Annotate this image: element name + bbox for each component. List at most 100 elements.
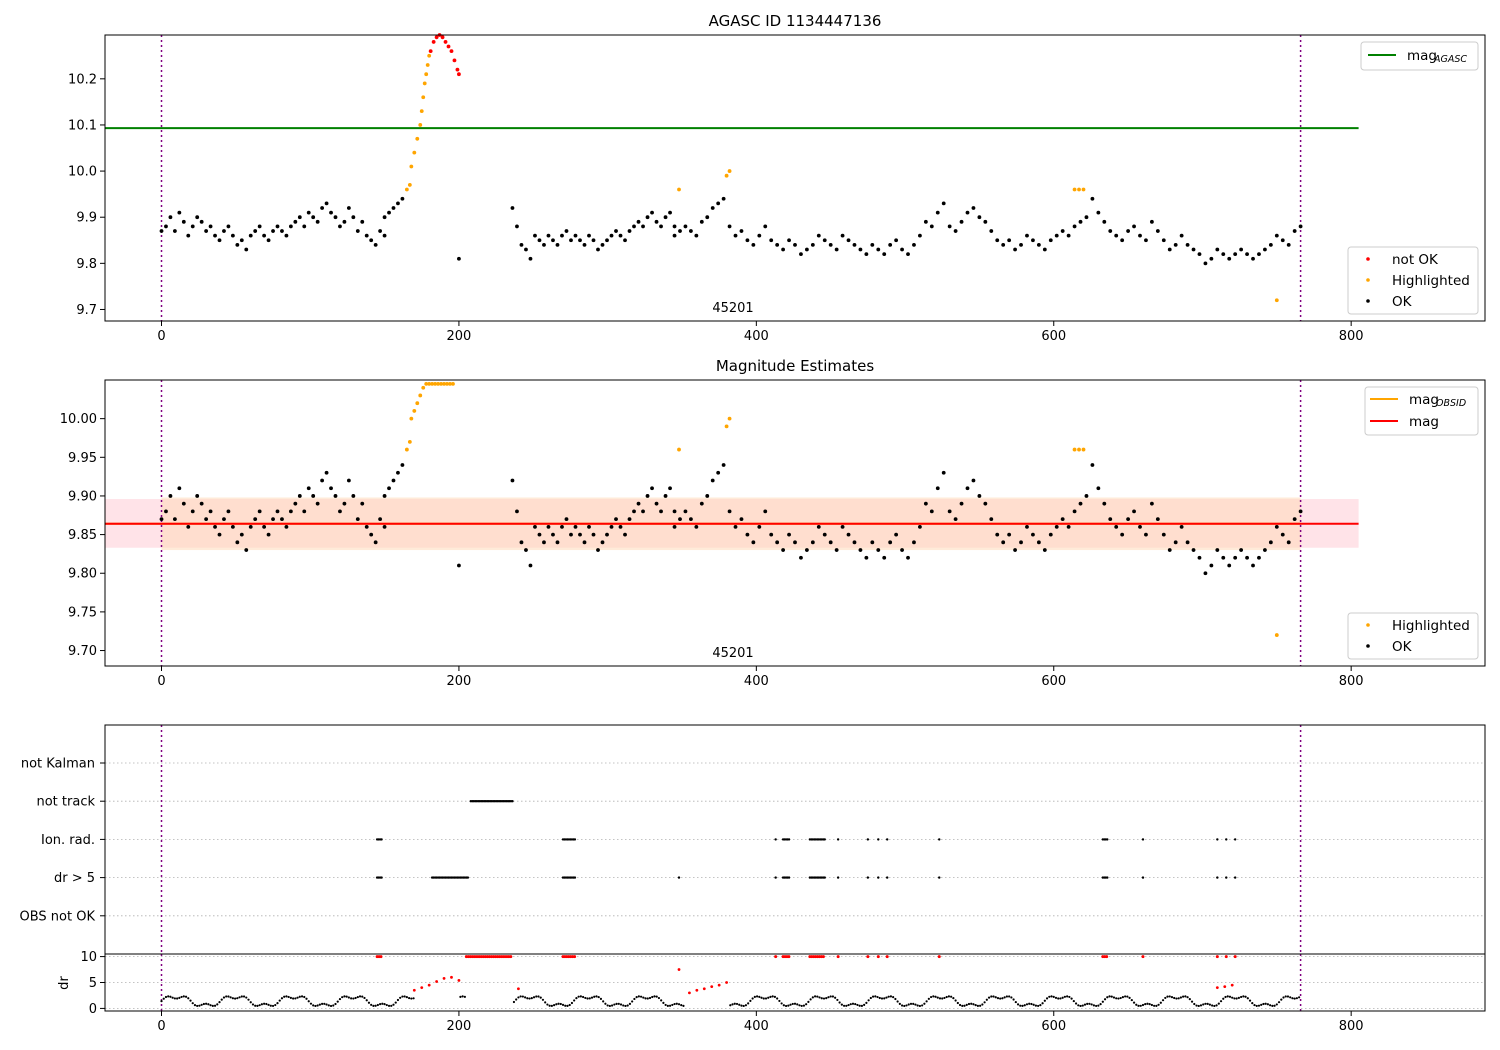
dr-point	[958, 1003, 962, 1007]
legend-label: not OK	[1392, 252, 1439, 268]
legend-dot-not-ok	[1366, 257, 1370, 261]
dr-point	[289, 996, 292, 999]
ok-point	[1144, 238, 1148, 243]
ok-point	[400, 196, 405, 201]
dr-point	[1112, 996, 1116, 999]
dr-high-point	[457, 979, 461, 982]
dr-point	[1077, 1004, 1080, 1007]
dr-point	[245, 996, 248, 999]
dr-high-point	[688, 991, 691, 995]
dr-point	[1193, 1002, 1196, 1006]
ok-point	[1233, 555, 1238, 560]
ok-point	[217, 532, 222, 537]
ok-point	[882, 555, 887, 560]
dr-point	[305, 997, 308, 1000]
dr-point	[528, 997, 531, 1000]
dr-point	[778, 999, 781, 1003]
flag-marker	[511, 800, 514, 803]
dr-point	[599, 997, 603, 1000]
ok-point	[971, 206, 976, 210]
dr-point	[758, 995, 761, 998]
dr-point	[196, 1004, 199, 1008]
flag-marker	[787, 838, 791, 841]
ok-point	[262, 233, 267, 238]
ok-point	[320, 478, 325, 483]
dr-point	[552, 1004, 556, 1007]
ok-point	[555, 242, 560, 247]
dr-high-point	[702, 987, 706, 991]
ok-point	[1054, 233, 1059, 238]
dr-point	[314, 1004, 317, 1008]
ok-point	[929, 509, 934, 514]
ok-point	[953, 229, 958, 233]
ok-point	[1072, 509, 1077, 514]
ok-point	[591, 238, 596, 243]
dr-point	[1043, 999, 1046, 1002]
dr-point	[1197, 1004, 1200, 1008]
dr-point	[1226, 995, 1229, 998]
ok-point	[253, 229, 258, 233]
dr-point	[242, 995, 246, 998]
dr-point	[1086, 1002, 1089, 1006]
dr-point	[1106, 996, 1109, 999]
dr-point	[280, 997, 284, 1000]
ok-point	[333, 215, 338, 220]
ok-point	[627, 517, 632, 522]
dr-point	[981, 1003, 984, 1006]
dr-point	[987, 996, 991, 999]
not-ok-point	[452, 58, 457, 63]
dr-point	[1204, 1002, 1207, 1005]
ok-point	[816, 233, 821, 238]
dr-point	[1103, 998, 1107, 1001]
not-ok-point	[440, 35, 445, 40]
dr-point	[1293, 997, 1296, 1000]
ok-point	[373, 540, 378, 545]
ok-point	[324, 201, 329, 206]
ok-point	[569, 532, 573, 537]
ok-point	[834, 548, 839, 552]
ok-point	[533, 524, 537, 529]
ok-point	[1215, 548, 1220, 552]
dr-point	[1039, 1004, 1042, 1007]
ok-point	[1114, 524, 1119, 529]
ok-point	[271, 229, 275, 233]
chart-title: AGASC ID 1134447136	[709, 12, 882, 30]
ok-point	[266, 532, 271, 537]
ok-point	[164, 224, 168, 229]
dr-point	[1023, 1004, 1026, 1007]
dr-point	[263, 1002, 266, 1005]
ok-point	[1001, 242, 1006, 247]
ok-point	[1239, 548, 1244, 552]
ok-point	[457, 563, 461, 568]
ok-point	[360, 219, 365, 224]
dr-clipped-point	[876, 955, 880, 959]
ok-point	[810, 540, 815, 545]
ok-point	[230, 524, 235, 529]
ok-point	[1066, 524, 1071, 529]
dr-point	[258, 1004, 261, 1007]
ok-point	[757, 524, 762, 529]
ok-point	[355, 517, 360, 522]
dr-point	[796, 1003, 799, 1006]
dr-point	[356, 995, 359, 999]
ok-point	[941, 470, 946, 475]
dr-point	[1291, 997, 1294, 1000]
ok-point	[1173, 540, 1178, 545]
dr-point	[867, 999, 870, 1002]
ok-point	[769, 532, 774, 537]
highlighted-point	[445, 381, 449, 386]
dr-point	[762, 997, 765, 1000]
dr-point	[523, 996, 527, 999]
dr-point	[278, 999, 281, 1002]
dr-point	[570, 1001, 574, 1005]
ok-point	[1298, 224, 1303, 229]
dr-point	[1030, 1002, 1033, 1006]
ok-point	[573, 233, 578, 238]
ok-point	[329, 210, 333, 215]
dr-point	[354, 996, 357, 1000]
ok-point	[1060, 229, 1065, 233]
flag-category-label: not track	[36, 795, 95, 810]
y-tick-label: 10.00	[60, 412, 97, 427]
dr-point	[624, 1004, 627, 1008]
legend-label: mag	[1407, 48, 1437, 64]
